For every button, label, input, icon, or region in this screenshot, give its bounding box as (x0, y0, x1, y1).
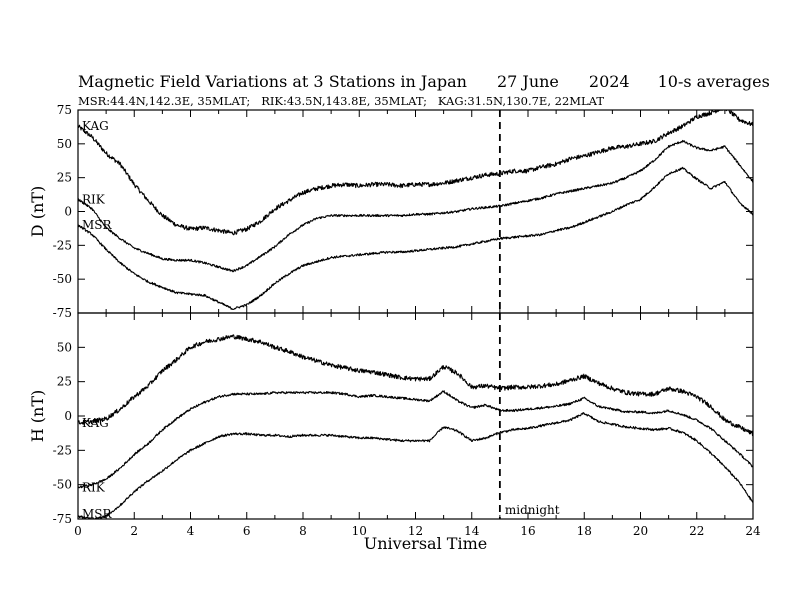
y-tick-label-bottom: 0 (64, 409, 72, 423)
y-tick-label-bottom: 25 (57, 375, 72, 389)
panel-frame-top (77, 109, 754, 314)
title-note: 10-s averages (657, 72, 770, 91)
x-tick-label: 16 (520, 524, 535, 538)
series-line-kag-bottom (77, 334, 754, 437)
x-tick-label: 12 (408, 524, 423, 538)
y-tick-label-bottom: -75 (53, 512, 72, 526)
x-tick-label: 20 (633, 524, 648, 538)
midnight-label: midnight (505, 503, 560, 517)
y-axis-label-bottom: H (nT) (28, 390, 47, 443)
series-label-msr-top: MSR (82, 218, 113, 232)
x-axis-label: Universal Time (364, 534, 487, 553)
x-tick-label: 8 (299, 524, 307, 538)
title-main: Magnetic Field Variations at 3 Stations … (78, 72, 467, 91)
y-tick-label-bottom: -25 (53, 443, 72, 457)
title-year: 2024 (588, 72, 630, 91)
x-tick-label: 4 (187, 524, 195, 538)
series-line-rik-top (77, 139, 754, 273)
series-line-msr-bottom (77, 412, 754, 520)
series-label-rik-bottom: RIK (82, 480, 106, 494)
x-tick-label: 18 (577, 524, 592, 538)
x-tick-label: 22 (689, 524, 704, 538)
chart-title: Magnetic Field Variations at 3 Stations … (78, 72, 770, 91)
x-tick-label: 24 (745, 524, 761, 538)
x-tick-label: 2 (130, 524, 138, 538)
y-tick-label-bottom: -50 (53, 478, 72, 492)
y-tick-label-top: -75 (53, 306, 72, 320)
y-tick-label-top: 25 (57, 171, 72, 185)
x-tick-label: 6 (243, 524, 251, 538)
station-subtitle: MSR:44.4N,142.3E, 35MLAT; RIK:43.5N,143.… (78, 94, 605, 108)
y-tick-label-top: -50 (53, 272, 72, 286)
series-label-kag-top: KAG (82, 119, 109, 133)
title-date: 27 June (496, 72, 559, 91)
y-tick-label-top: -25 (53, 238, 72, 252)
y-axis-label-top: D (nT) (28, 186, 47, 237)
series-label-rik-top: RIK (82, 192, 106, 206)
y-tick-label-top: 0 (64, 205, 72, 219)
series-line-msr-top (77, 166, 754, 310)
y-tick-label-bottom: 50 (57, 340, 72, 354)
y-tick-label-top: 50 (57, 137, 72, 151)
series-label-msr-bottom: MSR (82, 507, 113, 521)
series-label-kag-bottom: KAG (82, 416, 109, 430)
series-line-rik-bottom (77, 390, 754, 489)
series-line-kag-top (77, 109, 754, 236)
x-tick-label: 14 (464, 524, 480, 538)
x-tick-label: 10 (352, 524, 367, 538)
x-tick-label: 0 (74, 524, 82, 538)
y-tick-label-top: 75 (57, 103, 72, 117)
